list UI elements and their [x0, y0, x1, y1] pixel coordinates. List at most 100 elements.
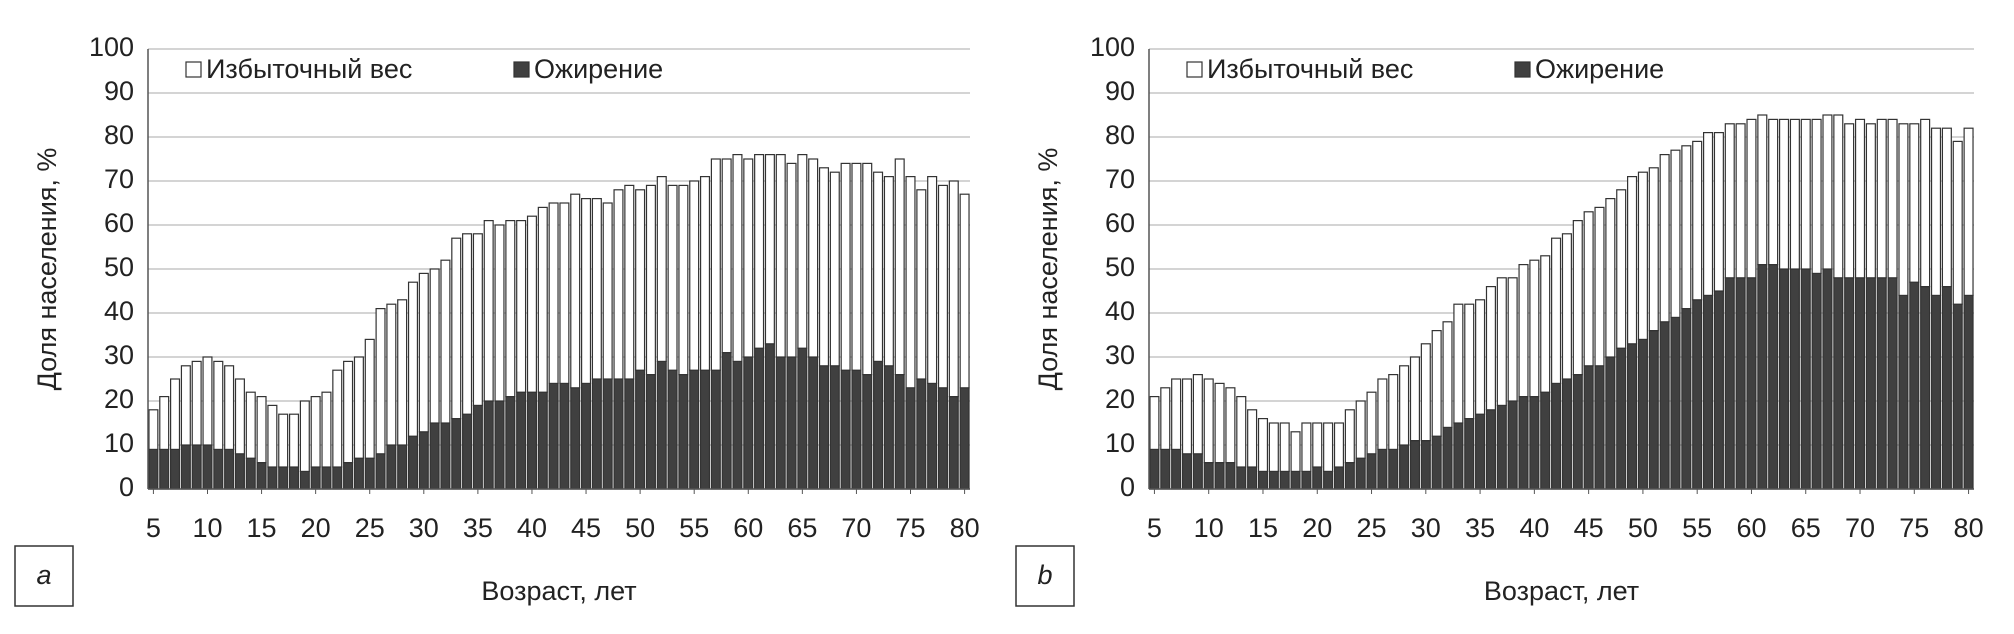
x-tick-label: 50	[625, 513, 655, 543]
bar-segment	[1876, 118, 1887, 279]
y-tick-label: 60	[104, 208, 134, 238]
y-tick-label: 90	[104, 76, 134, 106]
bar-segment	[959, 387, 970, 490]
bar-segment	[581, 198, 592, 385]
bar-segment	[472, 233, 483, 407]
bar-segment	[288, 466, 300, 490]
bar-segment	[613, 189, 624, 380]
bar-segment	[829, 171, 840, 367]
bar-segment	[332, 369, 343, 468]
y-tick-label: 60	[1105, 208, 1135, 238]
bar-segment	[407, 435, 419, 490]
bar-segment	[1594, 365, 1605, 490]
bar-segment	[1898, 294, 1909, 490]
bar-segment	[462, 233, 473, 415]
bar-segment	[343, 360, 354, 464]
bar-segment	[1768, 264, 1779, 490]
x-tick-label: 45	[1574, 513, 1604, 543]
bar-segment	[754, 154, 765, 349]
bar-segment	[1963, 127, 1974, 296]
x-tick-label: 30	[409, 513, 439, 543]
bar-segment	[1518, 264, 1529, 398]
bar-segment	[1768, 118, 1779, 266]
bar-segment	[1171, 448, 1182, 490]
bar-segment	[873, 360, 884, 490]
legend-swatch	[185, 61, 202, 78]
bar-segment	[1746, 118, 1757, 279]
bar-segment	[1670, 316, 1681, 490]
bar-segment	[786, 356, 797, 490]
bar-segment	[1583, 211, 1594, 367]
y-tick-label: 80	[1105, 120, 1135, 150]
bar-segment	[1453, 422, 1464, 490]
x-tick-label: 75	[895, 513, 925, 543]
bar-segment	[1529, 396, 1540, 490]
bar-segment	[829, 365, 840, 490]
bar-segment	[613, 378, 624, 490]
bar-segment	[1757, 114, 1768, 266]
bar-segment	[1475, 413, 1486, 490]
bar-segment	[494, 400, 505, 490]
bar-segment	[1822, 114, 1833, 270]
bar-segment	[1702, 294, 1714, 490]
bar-segment	[1659, 321, 1670, 490]
bar-segment	[624, 184, 635, 380]
bar-segment	[526, 391, 537, 490]
bar-segment	[732, 360, 743, 490]
bar-segment	[375, 308, 386, 455]
bar-segment	[191, 444, 202, 490]
bar-segment	[1388, 374, 1399, 451]
bar-segment	[862, 374, 873, 490]
bar-segment	[537, 391, 548, 490]
bar-segment	[1409, 356, 1421, 442]
bar-segment	[1171, 378, 1182, 451]
bar-segment	[256, 396, 267, 464]
bar-segment	[1616, 189, 1627, 349]
bar-segment	[1605, 198, 1616, 358]
y-tick-label: 70	[1105, 164, 1135, 194]
bar-segment	[743, 158, 754, 358]
bar-segment	[1496, 404, 1507, 490]
x-tick-label: 35	[463, 513, 493, 543]
bar-segment	[1822, 268, 1833, 490]
bar-segment	[1854, 277, 1866, 490]
bar-segment	[159, 396, 170, 451]
bar-segment	[667, 184, 678, 371]
bar-segment	[548, 382, 559, 490]
x-tick-label: 55	[679, 513, 709, 543]
bar-segment	[299, 400, 310, 473]
bar-segment	[1930, 127, 1942, 296]
bar-segment	[1507, 400, 1518, 490]
bar-segment	[1833, 277, 1844, 490]
bar-segment	[1789, 118, 1800, 270]
bar-segment	[1149, 448, 1160, 490]
bar-segment	[1735, 123, 1746, 279]
bar-segment	[429, 268, 440, 424]
y-tick-label: 100	[1090, 32, 1135, 62]
bar-segment	[1692, 299, 1703, 490]
bar-segment	[1844, 123, 1855, 279]
bar-segment	[180, 444, 191, 490]
y-tick-label: 0	[1120, 472, 1135, 502]
bar-segment	[1854, 118, 1866, 279]
x-tick-label: 5	[146, 513, 161, 543]
bar-segment	[743, 356, 754, 490]
bar-segment	[299, 470, 310, 490]
bar-segment	[267, 404, 278, 468]
bar-segment	[1301, 422, 1312, 473]
bar-segment	[1551, 237, 1562, 384]
bar-segment	[1181, 378, 1193, 455]
bar-segment	[1757, 264, 1768, 490]
bar-segment	[1409, 440, 1421, 490]
bar-segment	[602, 378, 613, 490]
x-tick-label: 30	[1411, 513, 1441, 543]
bar-segment	[1616, 347, 1627, 490]
y-tick-label: 80	[104, 120, 134, 150]
bar-segment	[1268, 422, 1279, 473]
bar-segment	[667, 369, 678, 490]
bar-segment	[202, 444, 213, 490]
bar-segment	[656, 360, 667, 490]
bar-segment	[1344, 462, 1355, 490]
bar-segment	[559, 382, 570, 490]
bar-segment	[862, 162, 873, 376]
